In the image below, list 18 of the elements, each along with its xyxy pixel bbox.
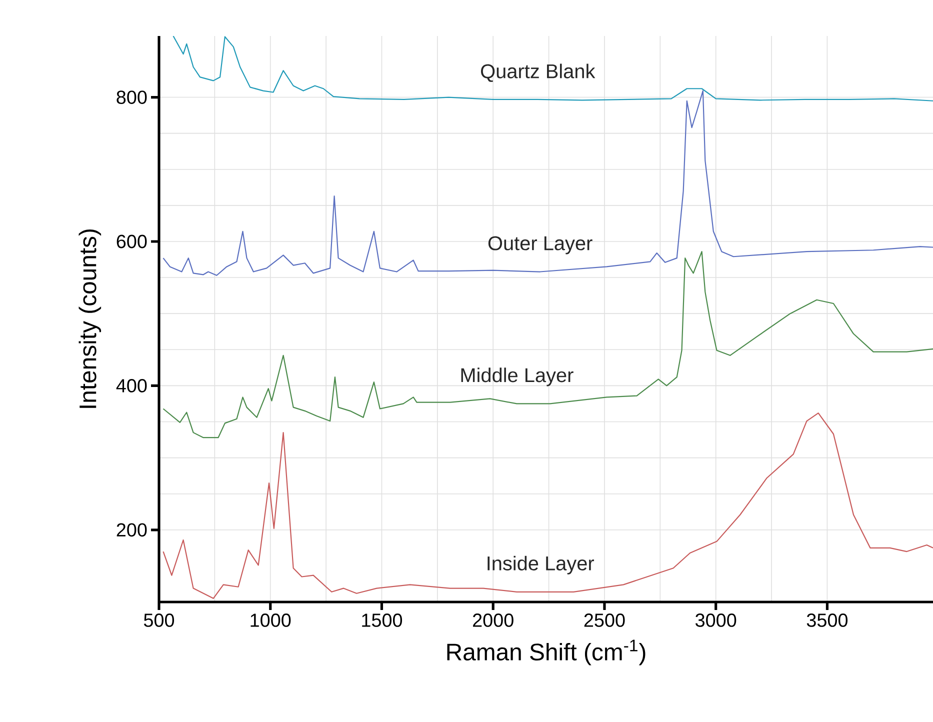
series-label: Inside Layer [488, 556, 594, 574]
x-tick-label: 3500 [806, 614, 848, 627]
x-tick-label: 3000 [696, 614, 736, 627]
y-tick-label: 800 [116, 90, 147, 104]
x-axis-title: Raman Shift (cm$^{-1}$) [447, 640, 646, 666]
series-label: Middle Layer [461, 368, 574, 386]
series-label: Outer Layer [488, 236, 592, 254]
y-axis-title: Intensity (counts) [78, 229, 102, 408]
x-tick-label: 1500 [362, 614, 402, 627]
y-tick-label: 400 [116, 378, 147, 392]
x-tick-label: 2500 [584, 614, 625, 627]
series-label: Quartz Blank [481, 64, 596, 82]
line-series [162, 90, 933, 276]
x-tick-label: 2000 [473, 614, 514, 627]
x-tick-label: 500 [144, 614, 174, 627]
y-tick-label: 200 [116, 523, 147, 537]
y-tick-label: 600 [116, 234, 147, 248]
x-tick-label: 1000 [250, 614, 291, 627]
